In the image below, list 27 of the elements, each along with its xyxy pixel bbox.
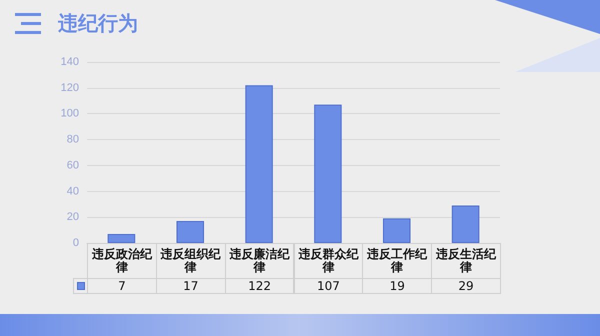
x-tick-label: 违反工作纪律 [362,243,432,279]
y-tick-label: 20 [66,211,79,224]
bar [108,234,136,243]
x-tick-label: 违反组织纪律 [156,243,226,279]
data-label: 107 [294,278,364,294]
chart-title: 违纪行为 [58,10,138,37]
y-tick-label: 140 [60,56,79,68]
data-label: 7 [87,278,157,294]
data-label: 19 [362,278,432,294]
bar [245,85,273,243]
x-tick-label: 违反群众纪律 [294,243,364,279]
y-tick-label: 0 [72,237,79,249]
data-label: 17 [156,278,226,294]
y-tick-label: 120 [60,82,79,94]
bar [382,218,411,243]
x-tick-label: 违反廉洁纪律 [224,243,294,279]
y-tick-label: 100 [60,108,79,120]
bar [314,104,342,243]
y-tick-label: 60 [66,159,79,172]
x-tick-label: 违反政治纪律 [87,243,157,279]
x-tick-label: 违反生活纪律 [431,243,501,279]
bar [176,221,204,243]
data-label: 29 [431,278,501,294]
y-tick-label: 40 [66,185,79,198]
y-tick-label: 80 [66,134,79,146]
data-label: 122 [224,278,294,294]
bar [452,206,480,243]
